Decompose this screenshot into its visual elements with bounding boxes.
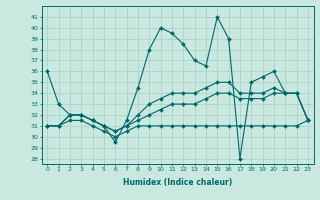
- X-axis label: Humidex (Indice chaleur): Humidex (Indice chaleur): [123, 178, 232, 187]
